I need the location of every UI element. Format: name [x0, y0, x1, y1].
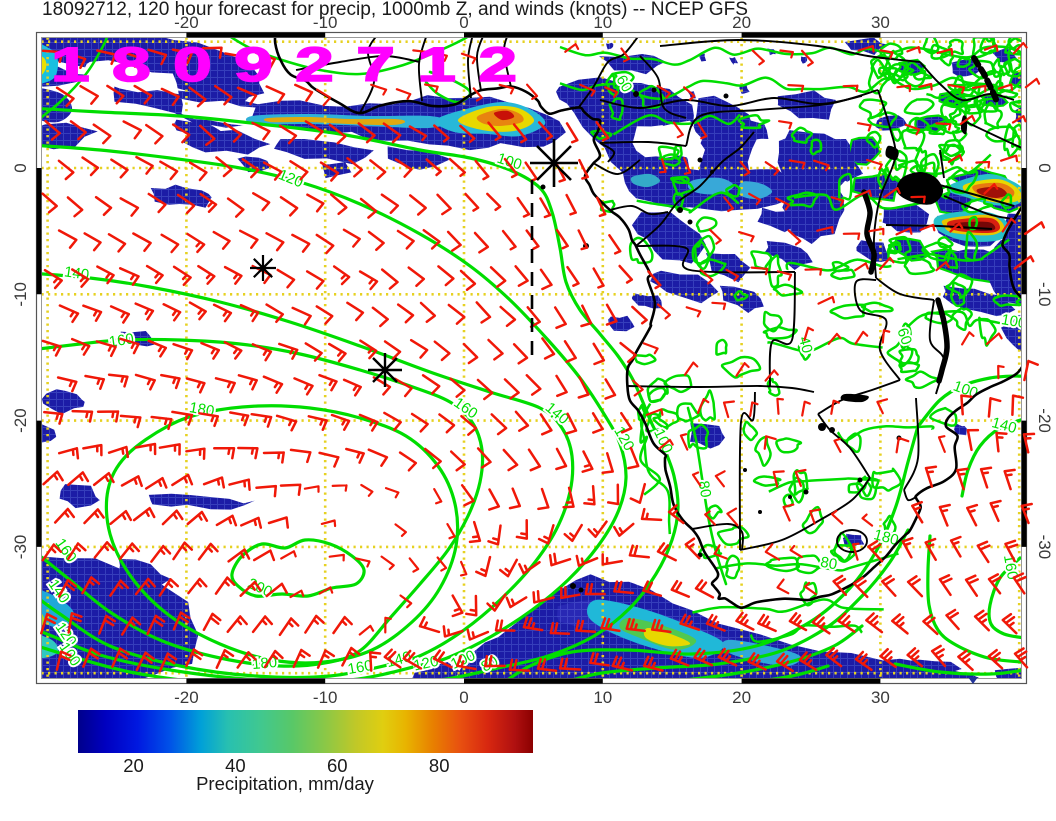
svg-text:-10: -10: [1035, 282, 1054, 307]
svg-text:30: 30: [871, 688, 890, 707]
svg-text:-20: -20: [11, 408, 30, 433]
svg-text:20: 20: [732, 688, 751, 707]
svg-text:-30: -30: [1035, 535, 1054, 560]
svg-text:-10: -10: [11, 282, 30, 307]
svg-text:-10: -10: [313, 688, 338, 707]
svg-text:0: 0: [459, 13, 468, 32]
svg-text:80: 80: [819, 554, 838, 574]
svg-text:-10: -10: [313, 13, 338, 32]
svg-text:80: 80: [429, 755, 450, 776]
svg-text:160: 160: [346, 657, 374, 678]
svg-text:60: 60: [327, 755, 348, 776]
svg-text:-30: -30: [11, 535, 30, 560]
svg-text:-20: -20: [1035, 408, 1054, 433]
svg-text:30: 30: [871, 13, 890, 32]
svg-text:10: 10: [593, 688, 612, 707]
svg-text:20: 20: [123, 755, 144, 776]
svg-text:18092712, 120 hour forecast fo: 18092712, 120 hour forecast for precip, …: [42, 0, 748, 20]
svg-text:20: 20: [732, 13, 751, 32]
svg-text:0: 0: [459, 688, 468, 707]
svg-text:10: 10: [593, 13, 612, 32]
svg-text:-20: -20: [174, 688, 199, 707]
svg-text:0: 0: [1035, 163, 1054, 172]
svg-text:Precipitation, mm/day: Precipitation, mm/day: [196, 773, 375, 794]
svg-text:0: 0: [11, 163, 30, 172]
svg-text:-20: -20: [174, 13, 199, 32]
svg-text:40: 40: [225, 755, 246, 776]
